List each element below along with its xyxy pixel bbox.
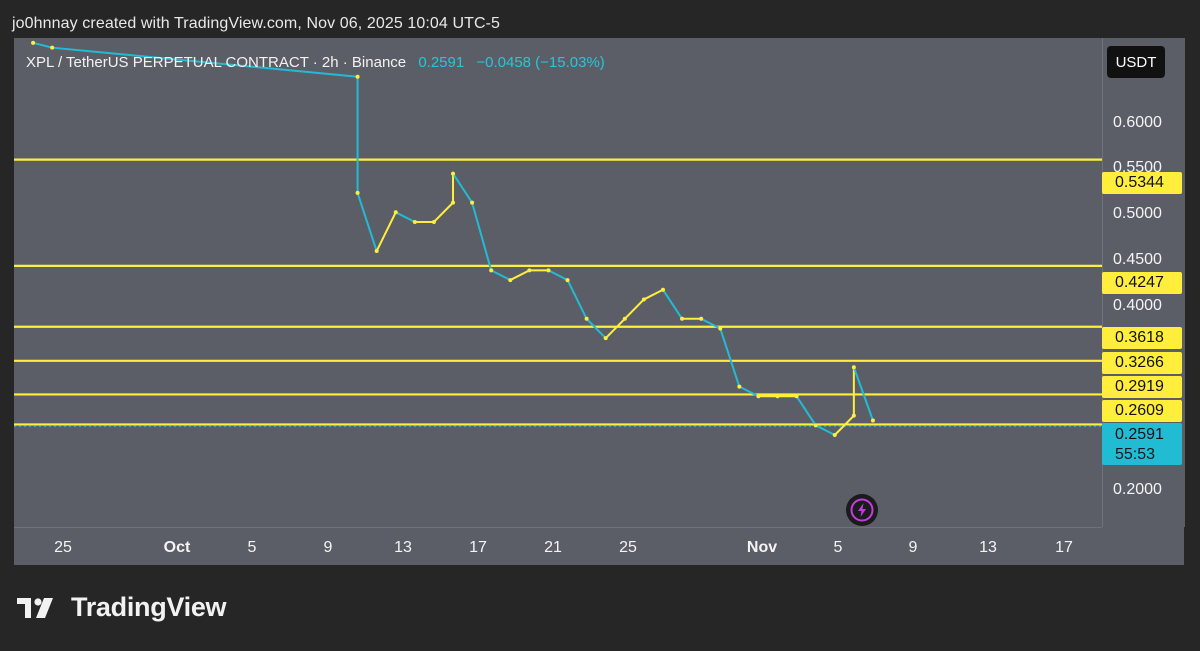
price-segment — [432, 201, 455, 223]
time-tick: 13 — [979, 539, 997, 556]
price-segment — [738, 385, 760, 398]
price-point — [851, 365, 856, 370]
price-point — [603, 336, 608, 341]
brand-name: TradingView — [71, 592, 227, 622]
price-point — [584, 316, 589, 321]
price-point — [412, 219, 417, 224]
time-tick: 9 — [908, 539, 918, 556]
time-tick: 17 — [1055, 539, 1073, 556]
price-point — [489, 268, 494, 273]
price-point — [355, 190, 360, 195]
price-segment — [509, 269, 531, 282]
time-axis[interactable] — [14, 527, 1102, 566]
tradingview-logo-icon — [17, 597, 53, 618]
price-point — [870, 418, 875, 423]
price-segment — [547, 269, 569, 282]
price-segment — [566, 279, 588, 320]
price-point — [50, 45, 55, 50]
symbol-legend: XPL / TetherUS PERPETUAL CONTRACT · 2h ·… — [26, 54, 605, 71]
price-point — [756, 394, 761, 399]
currency-button[interactable]: USDT — [1107, 46, 1165, 78]
price-point — [718, 326, 723, 331]
time-tick: Nov — [746, 539, 778, 556]
last-price-value: 0.2591 — [418, 54, 465, 71]
time-tick: 17 — [469, 539, 487, 556]
price-segment — [833, 414, 855, 437]
time-tick: 21 — [544, 539, 562, 556]
price-segment — [623, 298, 645, 320]
level-tag: 0.4247 — [1102, 272, 1182, 294]
price-tick: 0.4000 — [1113, 297, 1162, 314]
price-point — [775, 394, 780, 399]
price-segment — [356, 191, 378, 253]
price-point — [470, 200, 475, 205]
price-segment — [795, 395, 817, 427]
credit-text: jo0hnnay created with TradingView.com, N… — [12, 15, 501, 32]
time-tick: 25 — [54, 539, 72, 556]
price-point — [451, 200, 456, 205]
last-price-label: 0.2591 — [1115, 426, 1164, 443]
time-tick: 13 — [394, 539, 412, 556]
price-point — [508, 278, 513, 283]
price-point — [699, 316, 704, 321]
time-tick: 25 — [619, 539, 637, 556]
price-segment — [490, 269, 512, 282]
price-segment — [32, 41, 54, 49]
level-tag: 0.5344 — [1102, 172, 1182, 194]
price-point — [813, 423, 818, 428]
price-point — [393, 210, 398, 215]
price-segment — [452, 172, 474, 204]
price-point — [565, 278, 570, 283]
time-tick: 5 — [833, 539, 843, 556]
price-point — [832, 433, 837, 438]
price-point — [431, 219, 436, 224]
price-change-value: −0.0458 (−15.03%) — [476, 54, 605, 71]
level-tag: 0.3618 — [1102, 327, 1182, 349]
price-point — [737, 384, 742, 389]
price-point — [31, 40, 36, 45]
price-segment — [375, 211, 397, 253]
lightning-bolt-icon[interactable] — [846, 494, 878, 526]
price-segment — [661, 288, 684, 320]
level-tag: 0.2609 — [1102, 400, 1182, 422]
price-tick: 0.5500 — [1113, 159, 1162, 176]
price-segment — [814, 424, 836, 437]
price-tick: 0.4500 — [1113, 251, 1162, 268]
price-segment — [642, 288, 664, 301]
level-tag: 0.3266 — [1102, 352, 1182, 374]
price-segment — [585, 317, 607, 340]
price-point — [851, 413, 856, 418]
time-tick: 9 — [323, 539, 333, 556]
price-segment — [51, 46, 359, 78]
price-segment — [394, 211, 416, 223]
chart-area[interactable] — [14, 38, 1184, 565]
price-segment — [719, 327, 741, 388]
price-point — [546, 268, 551, 273]
price-segment — [604, 317, 626, 340]
price-point — [680, 316, 685, 321]
price-point — [374, 249, 379, 254]
price-point — [641, 297, 646, 302]
price-segment — [700, 317, 722, 330]
price-segment — [852, 366, 874, 422]
time-tick: 5 — [247, 539, 257, 556]
price-point — [660, 287, 665, 292]
price-point — [355, 74, 360, 79]
price-segment — [471, 201, 493, 272]
level-tag: 0.2919 — [1102, 376, 1182, 398]
price-tick: 0.5000 — [1113, 205, 1162, 222]
time-tick: Oct — [163, 539, 191, 556]
price-point — [794, 394, 799, 399]
price-point — [451, 171, 456, 176]
bar-countdown: 55:53 — [1115, 446, 1156, 463]
symbol-label: XPL / TetherUS PERPETUAL CONTRACT · 2h ·… — [26, 54, 407, 71]
price-point — [527, 268, 532, 273]
tradingview-brand: TradingView — [17, 592, 227, 623]
price-point — [622, 316, 627, 321]
last-price-tag: 0.2591 55:53 — [1102, 423, 1182, 465]
price-tick: 0.6000 — [1113, 114, 1162, 131]
price-tick: 0.2000 — [1113, 481, 1162, 498]
